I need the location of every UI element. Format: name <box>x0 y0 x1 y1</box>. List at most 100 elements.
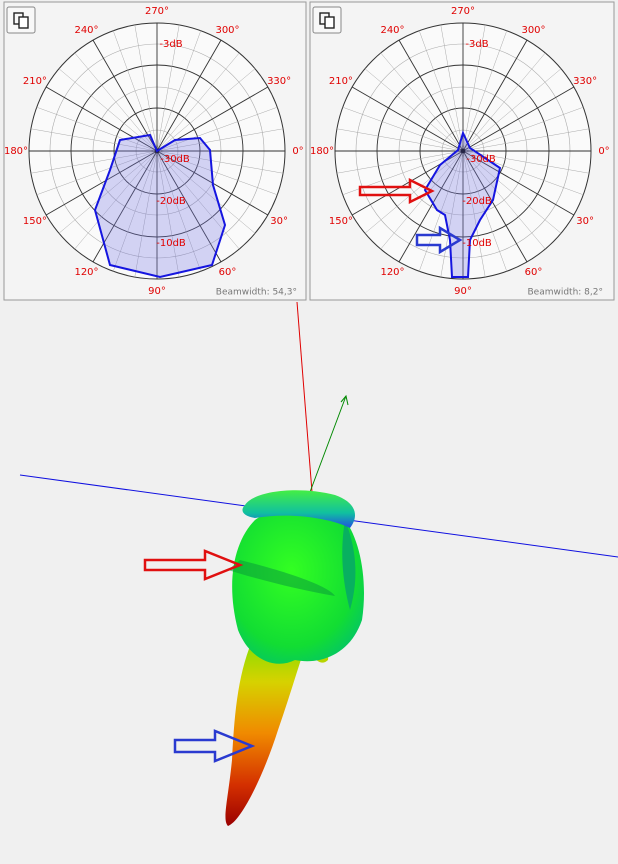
angle-label: 60° <box>219 267 237 278</box>
blue-arrow-2d <box>415 225 463 255</box>
icon-page <box>324 16 335 29</box>
icon-page <box>18 16 29 29</box>
spoke <box>398 150 464 263</box>
ring-label: -20dB <box>156 196 186 207</box>
spoke <box>156 39 222 152</box>
spoke <box>462 86 575 152</box>
spoke <box>462 150 584 196</box>
spoke <box>462 30 508 152</box>
spoke <box>462 52 546 152</box>
x-axis-3d <box>296 301 313 493</box>
spoke <box>156 30 202 152</box>
angle-label: 330° <box>573 76 597 87</box>
spoke <box>36 150 158 196</box>
spoke <box>398 39 464 152</box>
angle-label: 330° <box>267 76 291 87</box>
spoke <box>462 150 562 234</box>
spoke <box>462 106 584 152</box>
angle-label: 150° <box>23 216 47 227</box>
angle-label: 210° <box>23 76 47 87</box>
spoke <box>462 24 486 152</box>
ring-label: -10dB <box>156 238 186 249</box>
angle-label: 240° <box>380 25 404 36</box>
spoke <box>336 128 464 152</box>
pattern-curve <box>423 130 502 278</box>
spoke <box>134 24 158 152</box>
spoke <box>134 150 158 278</box>
beamwidth: Beamwidth: 8,2° <box>527 288 603 298</box>
spoke <box>336 150 464 174</box>
spoke <box>156 24 180 152</box>
copy-button[interactable] <box>6 6 36 34</box>
spoke <box>462 150 546 250</box>
angle-label: 30° <box>576 216 594 227</box>
spoke <box>418 150 464 272</box>
pattern-3d <box>225 490 365 826</box>
main-lobe <box>225 620 308 826</box>
spoke <box>156 150 240 250</box>
spoke <box>380 52 464 152</box>
angle-label: 120° <box>74 267 98 278</box>
angle-label: 180° <box>4 146 28 157</box>
spoke <box>156 150 202 272</box>
pattern-curve <box>93 133 227 279</box>
polar-labels: 0° 30° 60° 90° 120° 150° 180° 210° 240° 270° 300° 3… <box>4 6 304 298</box>
polar-grid <box>334 22 592 280</box>
angle-label: 60° <box>525 267 543 278</box>
spoke <box>156 150 278 196</box>
spoke <box>74 52 158 152</box>
ring-label: -20dB <box>462 196 492 207</box>
polar-panel: 0° 30° 60° 90° 120° 150° 180° 210° 240° 270° 300° 3… <box>309 1 615 301</box>
angle-label: 30° <box>270 216 288 227</box>
z-axis-tip <box>340 394 349 406</box>
lobe-ridge <box>228 560 335 596</box>
angle-label: 270° <box>145 6 169 17</box>
ring-label: -10dB <box>462 238 492 249</box>
spoke <box>30 150 158 174</box>
angle-label: 0° <box>292 146 303 157</box>
angle-label: 270° <box>451 6 475 17</box>
spoke <box>462 150 486 278</box>
spoke <box>156 150 222 263</box>
spoke <box>92 39 158 152</box>
spoke <box>112 150 158 272</box>
lobe-shade <box>342 520 356 610</box>
angle-label: 0° <box>598 146 609 157</box>
angle-label: 180° <box>310 146 334 157</box>
spoke <box>440 24 464 152</box>
angle-label: 300° <box>215 25 239 36</box>
spoke <box>462 150 528 263</box>
angle-label: 240° <box>74 25 98 36</box>
spoke <box>156 128 284 152</box>
spoke <box>440 150 464 278</box>
top-cap <box>242 490 355 528</box>
angle-label: 150° <box>329 216 353 227</box>
spoke <box>380 150 464 250</box>
center-dot <box>460 148 466 154</box>
copy-button[interactable] <box>312 6 342 34</box>
angle-label: 210° <box>329 76 353 87</box>
angle-label: 120° <box>380 267 404 278</box>
beamwidth: Beamwidth: 54,3° <box>216 288 297 298</box>
polar-labels: 0° 30° 60° 90° 120° 150° 180° 210° 240° 270° 300° 3… <box>310 6 610 298</box>
red-arrow-2d <box>358 177 435 205</box>
spoke <box>45 86 158 152</box>
spoke <box>462 68 562 152</box>
spoke <box>156 106 278 152</box>
spoke <box>156 150 284 174</box>
spoke <box>74 150 158 250</box>
spoke <box>112 30 158 152</box>
spoke <box>364 150 464 234</box>
red-arrow-3d <box>143 549 244 581</box>
spoke <box>36 106 158 152</box>
spoke <box>364 68 464 152</box>
spoke <box>30 128 158 152</box>
angle-label: 90° <box>148 286 166 297</box>
spoke <box>462 150 575 216</box>
spoke <box>156 52 240 152</box>
polar-panel: 0° 30° 60° 90° 120° 150° 180° 210° 240° 270° 300° 3… <box>3 1 307 301</box>
angle-label: 90° <box>454 286 472 297</box>
angle-label: 300° <box>521 25 545 36</box>
spoke <box>156 150 180 278</box>
